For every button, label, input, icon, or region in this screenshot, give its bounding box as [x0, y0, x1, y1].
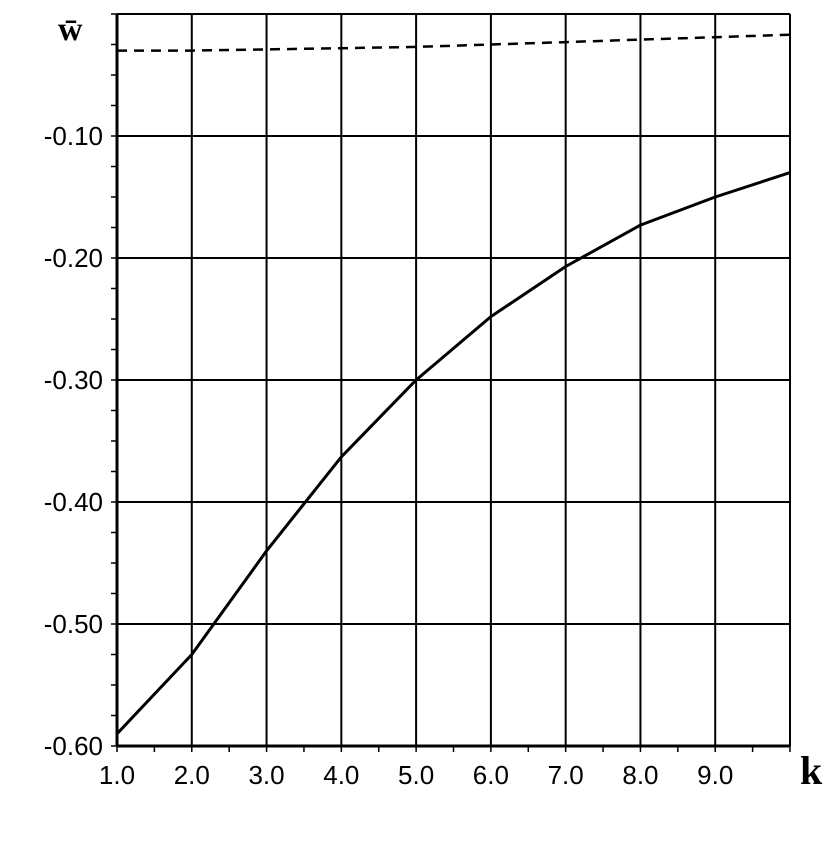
x-tick-label: 8.0	[622, 760, 658, 790]
x-tick-label: 7.0	[548, 760, 584, 790]
series-line-solid	[115, 171, 791, 735]
x-tick-label: 4.0	[323, 760, 359, 790]
y-tick-label: -0.20	[44, 243, 103, 273]
minor-ticks	[111, 13, 791, 752]
axes	[115, 14, 790, 748]
x-tick-label: 3.0	[248, 760, 284, 790]
y-tick-label: -0.10	[44, 121, 103, 151]
x-tick-label: 5.0	[398, 760, 434, 790]
x-tick-label: 2.0	[174, 760, 210, 790]
x-tick-label: 1.0	[99, 760, 135, 790]
x-tick-label: 9.0	[697, 760, 733, 790]
y-tick-label: -0.60	[44, 731, 103, 761]
y-axis-title: w̄	[58, 11, 83, 48]
series-layer	[115, 33, 791, 735]
x-tick-label: 6.0	[473, 760, 509, 790]
tick-labels: -0.10 -0.20 -0.30 -0.40 -0.50 -0.601.0 2.0 3.0 4…	[44, 121, 734, 790]
x-axis-title: k	[800, 748, 823, 793]
y-tick-label: -0.40	[44, 487, 103, 517]
series-line-dashed	[117, 33, 791, 52]
y-tick-label: -0.30	[44, 365, 103, 395]
grid	[116, 13, 791, 747]
y-tick-label: -0.50	[44, 609, 103, 639]
